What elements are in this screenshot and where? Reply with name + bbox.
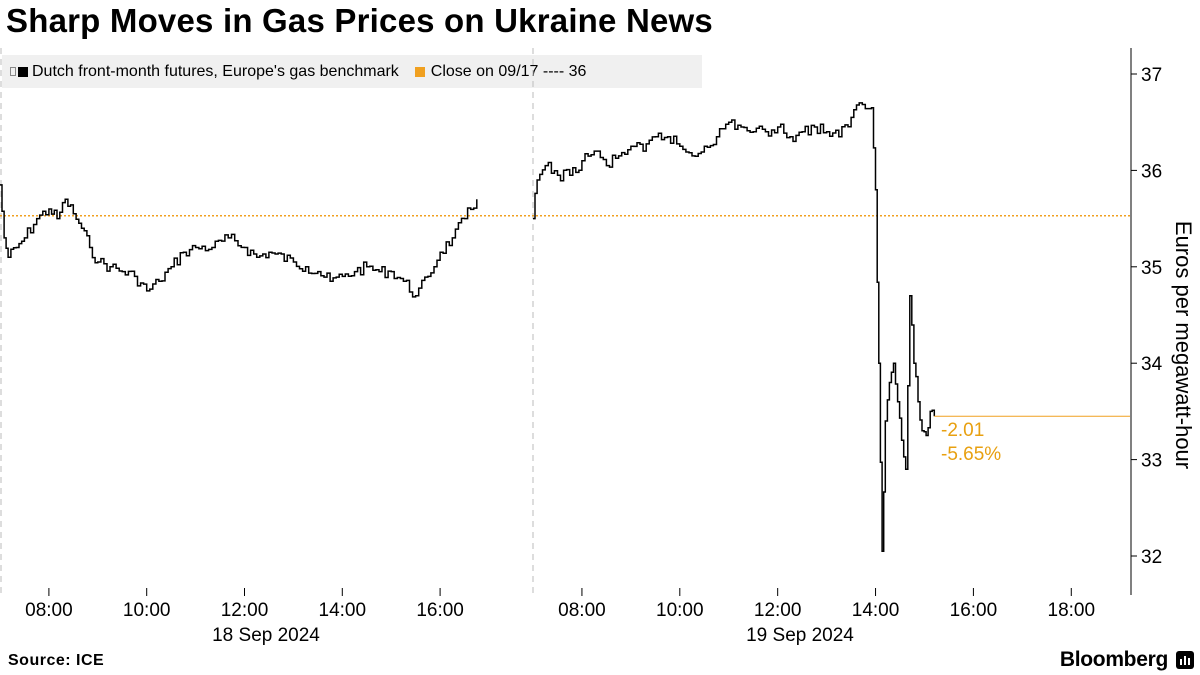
legend-series-label: Dutch front-month futures, Europe's gas …: [32, 62, 399, 80]
x-tick-label: 14:00: [852, 600, 900, 621]
legend-item-series[interactable]: Dutch front-month futures, Europe's gas …: [10, 63, 399, 81]
y-axis-title: Euros per megawatt-hour: [1171, 221, 1196, 469]
source-note: Source: ICE: [8, 652, 105, 669]
x-tick-label: 12:00: [754, 600, 802, 621]
price-series-line: [0, 184, 478, 298]
y-tick-label: 35: [1141, 258, 1162, 279]
legend: Dutch front-month futures, Europe's gas …: [2, 55, 702, 88]
x-tick-label: 10:00: [656, 600, 704, 621]
x-date-label: 18 Sep 2024: [212, 625, 320, 646]
y-tick-label: 33: [1141, 451, 1162, 472]
legend-reference-label: Close on 09/17 ---- 36: [430, 62, 587, 80]
x-tick-label: 08:00: [558, 600, 606, 621]
line-series-icon: [10, 67, 16, 76]
bloomberg-logo: Bloomberg: [1059, 648, 1168, 671]
percent-annotation: -5.65%: [941, 444, 1001, 465]
series-swatch: [18, 66, 28, 77]
x-tick-label: 16:00: [950, 600, 998, 621]
chart-title: Sharp Moves in Gas Prices on Ukraine New…: [6, 2, 713, 39]
change-annotation: -2.01: [941, 420, 984, 441]
legend-item-reference[interactable]: Close on 09/17 ---- 36: [414, 62, 587, 81]
y-tick-label: 37: [1141, 65, 1162, 86]
x-tick-label: 16:00: [416, 600, 464, 621]
x-tick-label: 18:00: [1048, 600, 1096, 621]
x-date-label: 19 Sep 2024: [746, 625, 854, 646]
x-tick-label: 08:00: [25, 600, 73, 621]
reference-swatch: [414, 66, 425, 77]
y-tick-label: 34: [1141, 354, 1163, 375]
bloomberg-terminal-icon: [1176, 651, 1194, 669]
price-series-line: [533, 102, 936, 552]
x-tick-label: 14:00: [319, 600, 367, 621]
x-tick-label: 10:00: [123, 600, 171, 621]
y-tick-label: 36: [1141, 161, 1162, 182]
y-tick-label: 32: [1141, 547, 1162, 568]
x-tick-label: 12:00: [221, 600, 269, 621]
